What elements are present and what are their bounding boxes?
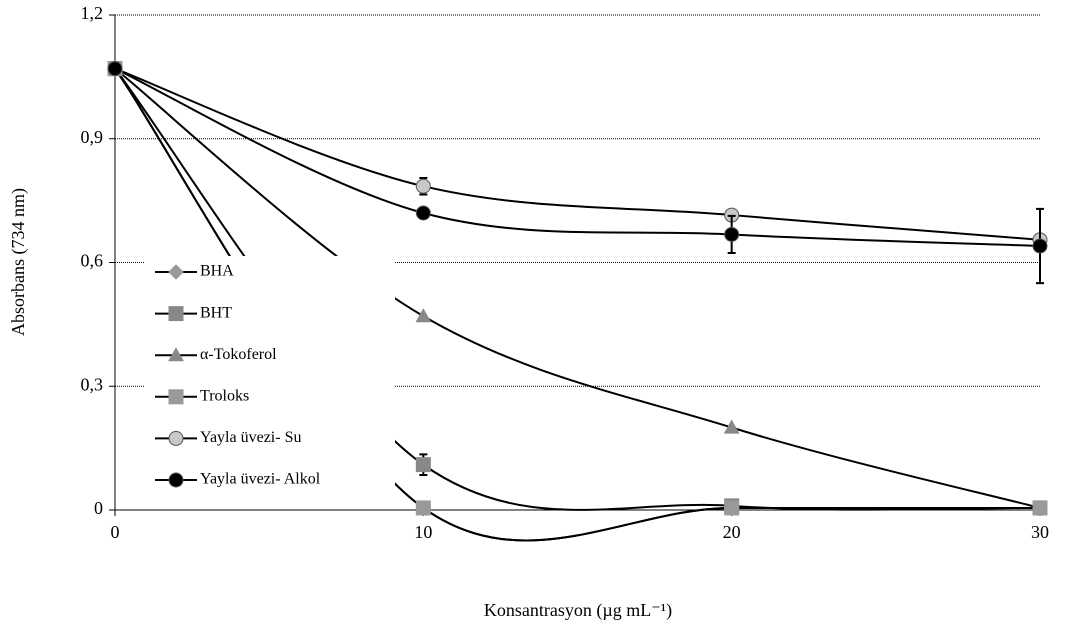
y-tick-label: 0,9 [81,127,104,147]
data-point [415,178,431,194]
x-axis-label: Konsantrasyon (µg mL⁻¹) [484,600,672,621]
legend-marker [168,430,184,446]
legend-marker [168,306,184,322]
data-point [107,61,123,77]
y-axis-label: Absorbans (734 nm) [8,188,29,336]
legend-marker [168,264,184,280]
legend-label: BHT [200,304,232,321]
y-tick-label: 0,3 [81,374,104,394]
legend-marker [168,347,184,362]
legend-label: BHA [200,263,234,280]
legend-label: α-Tokoferol [200,346,277,363]
series-line [114,67,1041,241]
series-line [114,68,1041,511]
data-point [415,205,431,221]
y-tick-label: 1,2 [81,3,104,23]
data-point [723,419,740,434]
x-tick-label: 20 [723,522,741,542]
series-line [114,67,1041,247]
x-tick-label: 10 [414,522,432,542]
series-line [114,67,1041,509]
data-point [415,308,432,323]
legend-label: Yayla üvezi- Su [200,429,301,446]
x-tick-label: 0 [111,522,120,542]
y-tick-label: 0,6 [81,251,104,271]
data-point [1032,238,1048,254]
legend-label: Troloks [200,387,249,404]
series-line [114,68,1040,542]
legend-marker [168,389,184,405]
data-point [724,500,740,516]
data-point [415,457,431,473]
legend-box [145,256,395,506]
data-point [415,500,431,516]
data-point [724,226,740,242]
x-tick-label: 30 [1031,522,1049,542]
legend-label: Yayla üvezi- Alkol [200,471,321,488]
data-point [1032,500,1048,516]
y-tick-label: 0 [94,498,103,518]
legend-marker [168,472,184,488]
